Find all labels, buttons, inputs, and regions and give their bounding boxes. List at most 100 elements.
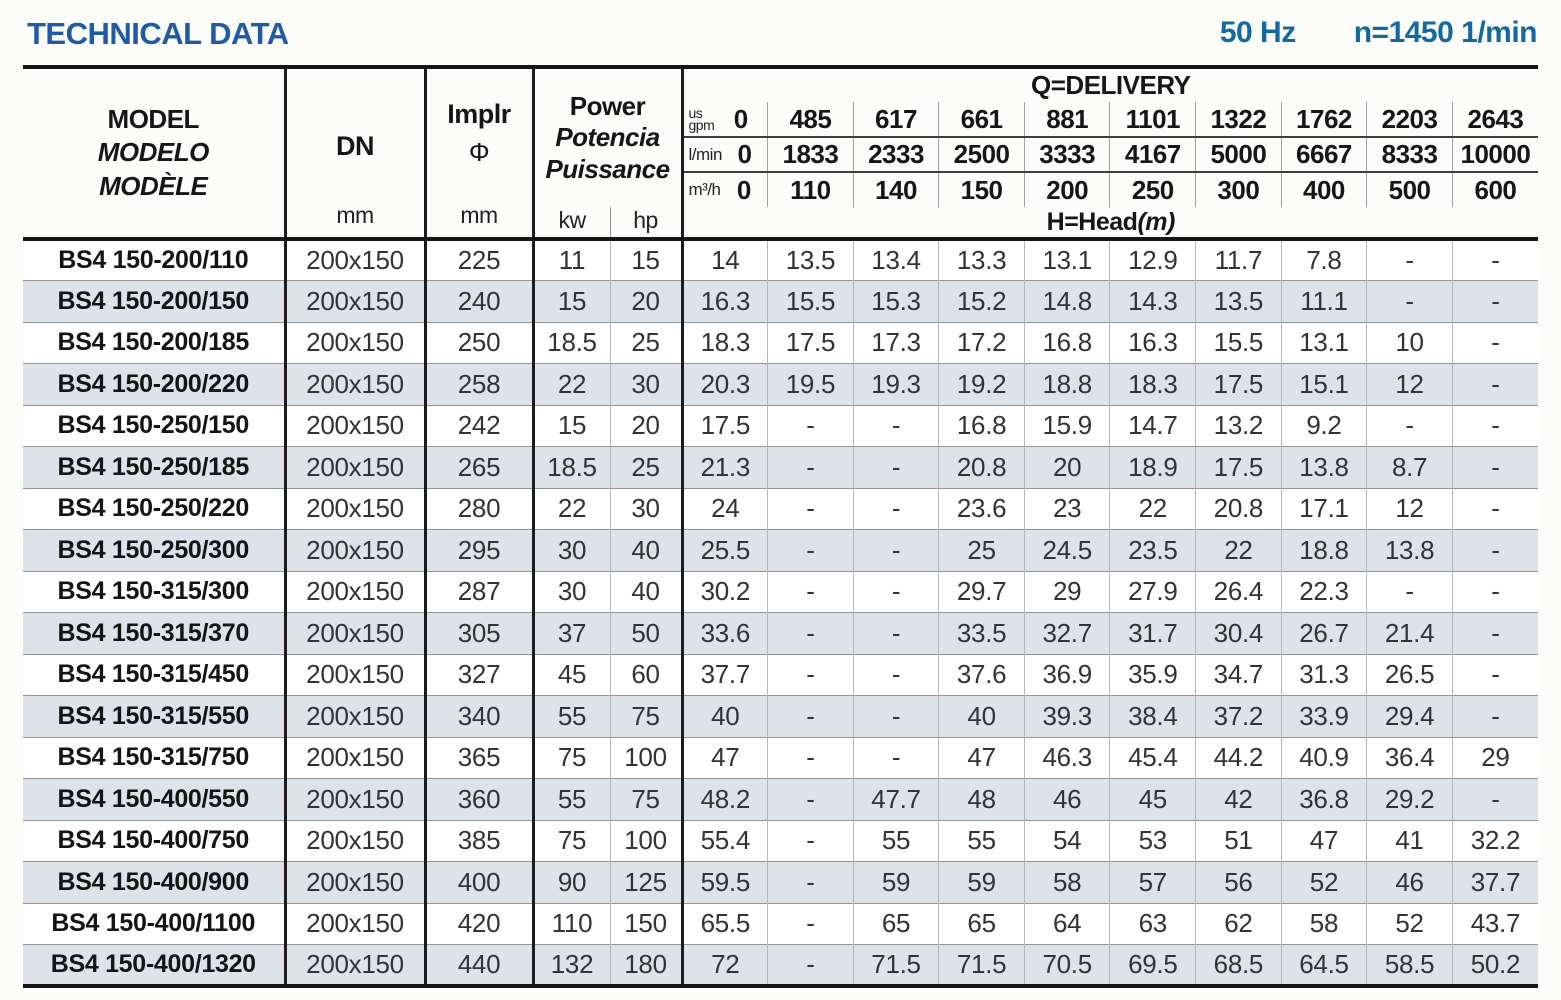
hp-cell: 150: [609, 902, 684, 945]
dn-cell: 200x150: [285, 695, 427, 737]
flow-zero-value: 0: [737, 139, 752, 169]
kw-unit-header: kw: [533, 207, 610, 241]
head-cell: 41: [1366, 819, 1453, 862]
hp-unit-header: hp: [609, 207, 684, 241]
head-cell: -: [852, 695, 939, 737]
head-cell: -: [1366, 404, 1453, 447]
head-cell: 16.3: [1109, 321, 1196, 364]
model-cell: BS4 150-200/185: [23, 321, 287, 364]
head-cell: 17.5: [767, 321, 854, 364]
hp-cell: 25: [609, 321, 684, 364]
head-cell: -: [1366, 570, 1453, 613]
flow-unit-label: us gpm: [688, 105, 715, 133]
head-cell: 24: [682, 487, 768, 530]
dn-unit-label: mm: [336, 202, 374, 228]
head-cell: 31.7: [1109, 612, 1196, 654]
dn-cell: 200x150: [285, 902, 427, 945]
impeller-cell: 365: [425, 736, 535, 779]
head-cell: 29.7: [938, 570, 1025, 613]
head-cell: 27.9: [1109, 570, 1196, 613]
head-cell: 18.3: [682, 321, 768, 364]
head-cell: 14: [711, 245, 740, 275]
head-cell: 38.4: [1109, 695, 1196, 737]
head-cell: -: [767, 487, 854, 530]
table-row: BS4 150-315/550 200x150 340 55 75 40- -40 39.3 3…: [23, 695, 1538, 737]
head-cell: -: [1451, 239, 1538, 281]
hp-cell: 40: [609, 529, 684, 571]
table-row: BS4 150-250/185 200x150 265 18.5 25 21.3- -20.…: [23, 446, 1538, 488]
head-cell: 15.5: [1195, 321, 1282, 364]
table-row: BS4 150-250/150 200x150 242 15 20 17.5- -16.8 1…: [23, 404, 1538, 447]
head-cell: -: [1451, 612, 1538, 654]
head-cell: 58.5: [1366, 944, 1453, 986]
head-cell: 31.3: [1280, 653, 1367, 696]
hp-cell: 15: [609, 239, 684, 281]
impeller-cell: 280: [425, 487, 535, 530]
head-cell: -: [1451, 653, 1538, 696]
impeller-cell: 242: [425, 404, 535, 447]
model-label-fr: MODÈLE: [99, 170, 208, 201]
head-cell: 54: [1023, 819, 1110, 862]
head-cell: 17.5: [682, 404, 768, 447]
impeller-cell: 225: [425, 239, 535, 281]
head-cell: 18.8: [1023, 363, 1110, 405]
head-cell: 37.7: [1451, 861, 1538, 903]
dn-cell: 200x150: [285, 321, 427, 364]
model-cell: BS4 150-315/550: [23, 695, 287, 737]
table-row: BS4 150-400/750 200x150 385 75 100 55.4-55 55 5…: [23, 819, 1538, 862]
head-cell: 47: [682, 736, 768, 779]
dn-cell: 200x150: [285, 778, 427, 820]
head-cell: 17.1: [1280, 487, 1367, 530]
dn-cell: 200x150: [285, 570, 427, 613]
impeller-cell: 440: [425, 944, 535, 986]
head-cell: 62: [1195, 902, 1282, 945]
head-cell: -: [1451, 487, 1538, 530]
head-cell: 55: [852, 819, 939, 862]
flow-value-cell: 140: [852, 172, 939, 207]
head-cell: 23: [1023, 487, 1110, 530]
head-cell: 29: [1451, 736, 1538, 779]
flow-value-cell: 200: [1023, 172, 1110, 207]
table-row: BS4 150-250/220 200x150 280 22 30 24- -23.6 23 2…: [23, 487, 1538, 530]
head-cell: 19.3: [852, 363, 939, 405]
flow-value-cell: 4167: [1109, 137, 1196, 173]
technical-data-table: MODEL MODELO MODÈLE DN mm Implr Φ mm P: [23, 65, 1538, 988]
model-cell: BS4 150-315/750: [23, 736, 287, 779]
head-cell: -: [1451, 695, 1538, 737]
hp-cell: 125: [609, 861, 684, 903]
head-cell: 37.2: [1195, 695, 1282, 737]
head-cell: 57: [1109, 861, 1196, 903]
dn-cell: 200x150: [285, 736, 427, 779]
head-cell: 15.9: [1023, 404, 1110, 447]
head-cell: 10: [1366, 321, 1453, 364]
head-cell: -: [767, 695, 854, 737]
impeller-cell: 385: [425, 819, 535, 862]
head-cell: 56: [1195, 861, 1282, 903]
flow-value-cell: 661: [938, 102, 1025, 138]
head-cell: 22.3: [1280, 570, 1367, 613]
model-cell: BS4 150-250/220: [23, 487, 287, 530]
flow-value-cell: 500: [1366, 172, 1453, 207]
head-cell: 48.2: [682, 778, 768, 820]
power-label-es: Potencia: [555, 122, 660, 153]
dn-cell: 200x150: [285, 653, 427, 696]
dn-cell: 200x150: [285, 819, 427, 862]
hp-cell: 20: [609, 404, 684, 447]
head-cell: -: [1451, 570, 1538, 613]
head-cell: 22: [1195, 529, 1282, 571]
flow-value-cell: 2333: [852, 137, 939, 173]
model-cell: BS4 150-250/300: [23, 529, 287, 571]
impeller-cell: 258: [425, 363, 535, 405]
head-cell: -: [767, 819, 854, 862]
head-cell: 58: [1280, 902, 1367, 945]
dn-cell: 200x150: [285, 239, 427, 281]
hp-cell: 30: [609, 363, 684, 405]
head-cell: 11.1: [1280, 280, 1367, 322]
head-cell: 69.5: [1109, 944, 1196, 986]
dn-cell: 200x150: [285, 944, 427, 986]
model-cell: BS4 150-200/110: [23, 239, 287, 281]
head-cell: -: [852, 446, 939, 488]
model-cell: BS4 150-250/150: [23, 404, 287, 447]
head-cell: -: [767, 612, 854, 654]
